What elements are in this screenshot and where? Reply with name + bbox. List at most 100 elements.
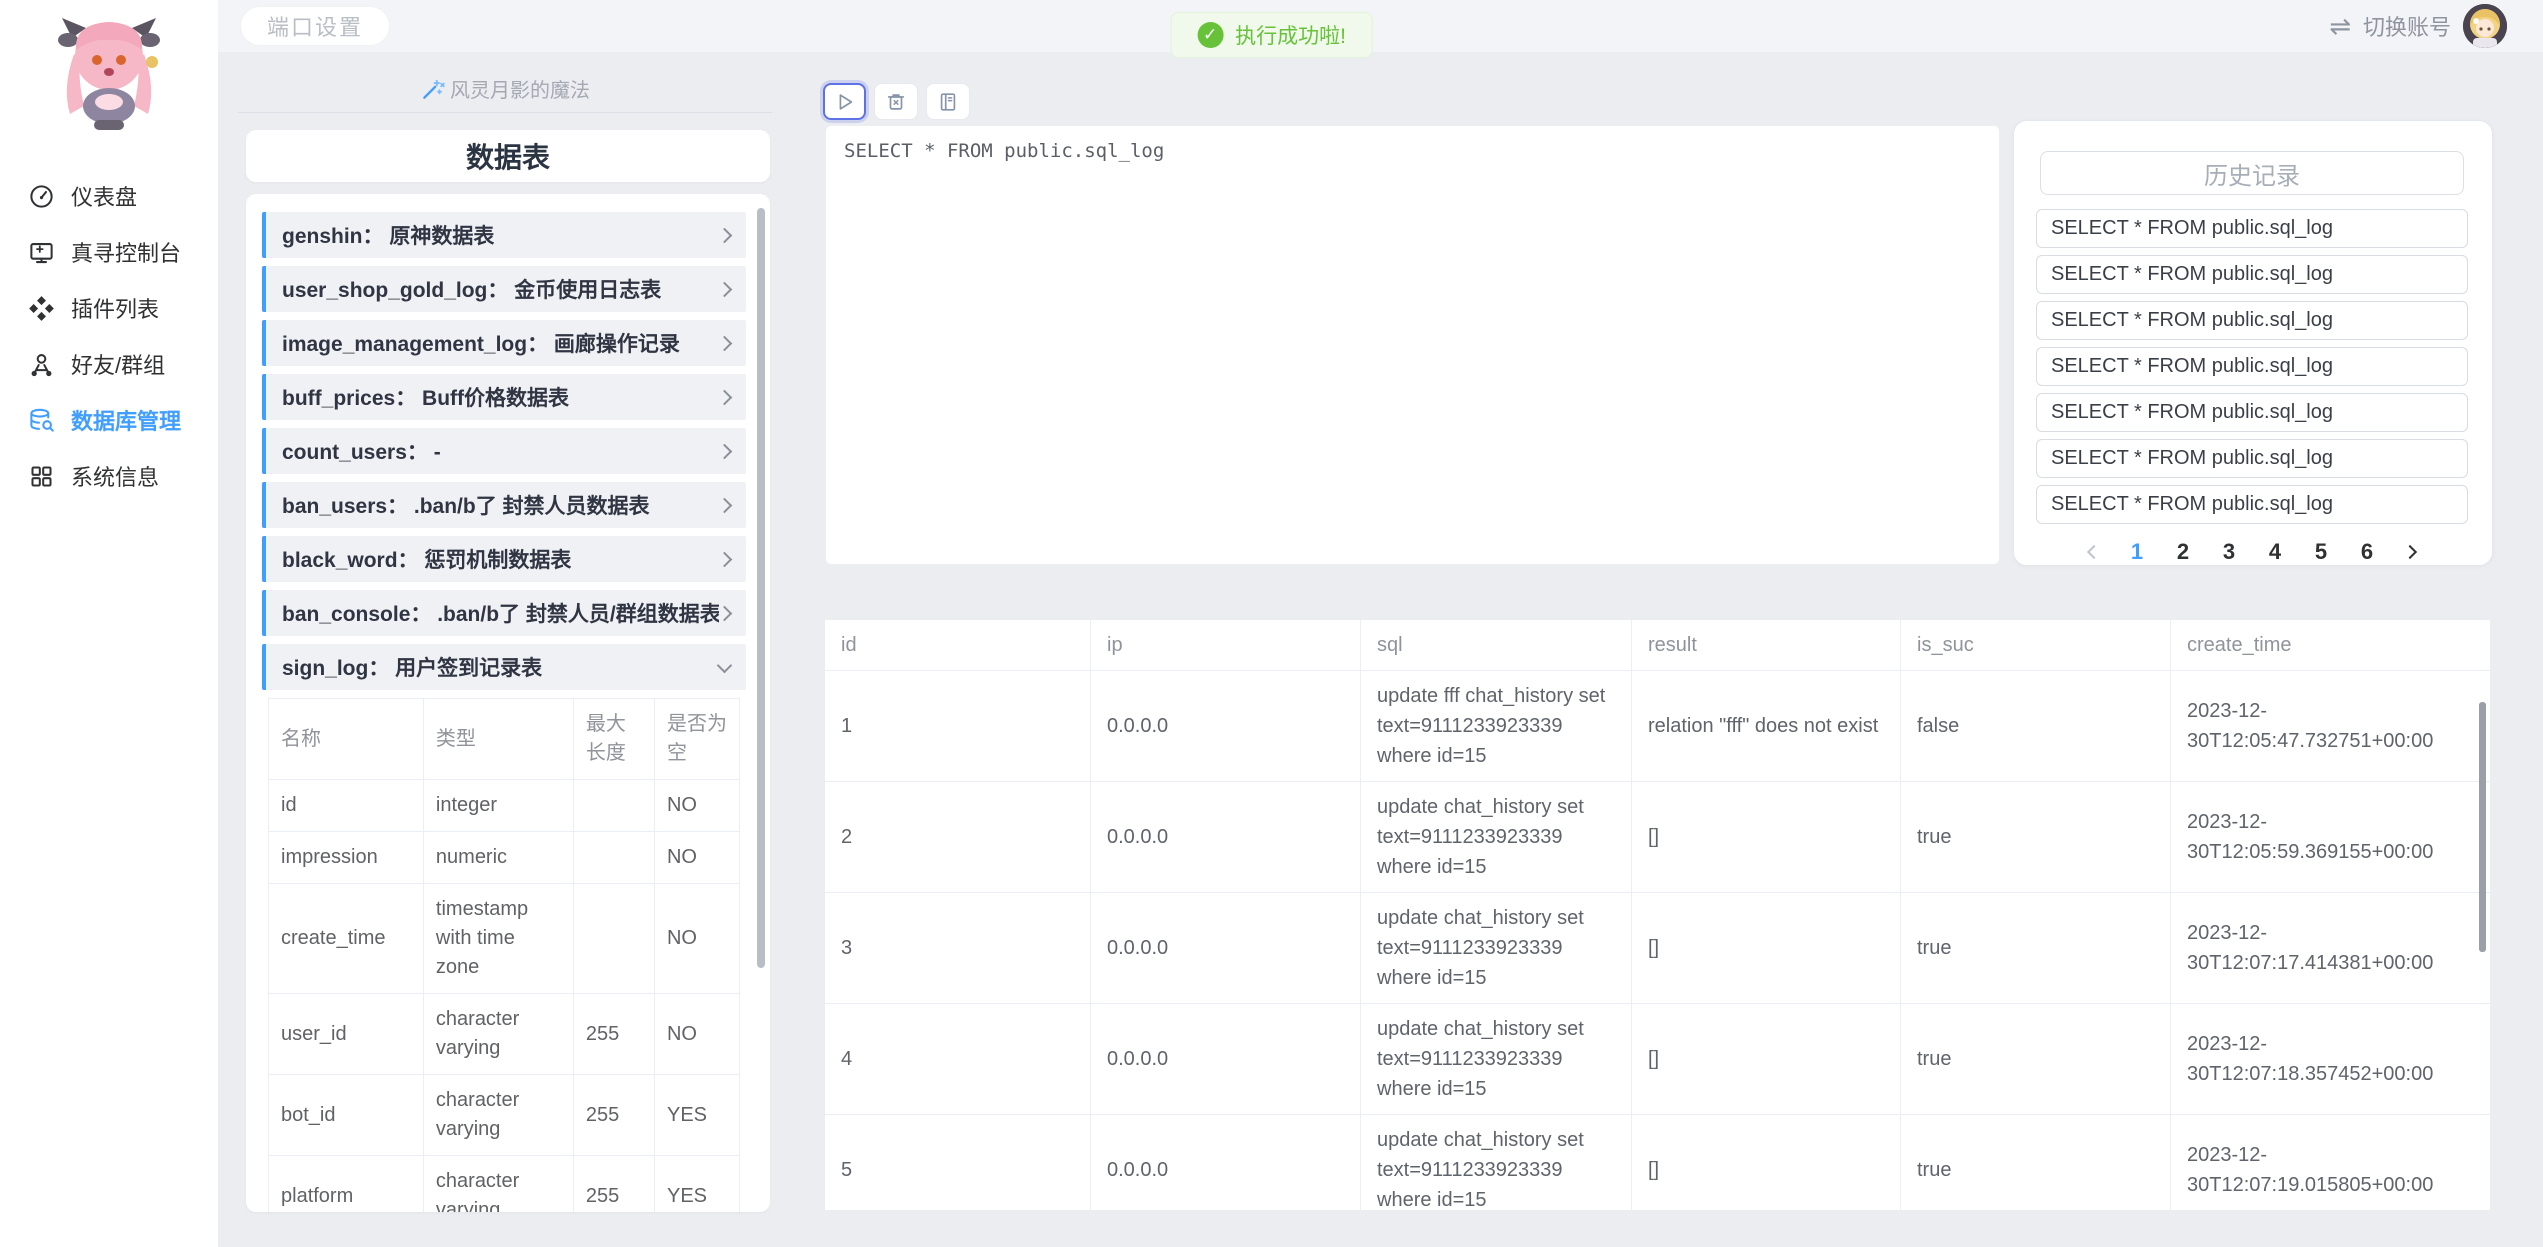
column-nullable: NO (655, 832, 741, 883)
results-header-createtime: create_time (2187, 634, 2292, 656)
results-scrollbar[interactable] (2479, 702, 2486, 952)
column-def-row: bot_id character varying 255 YES (268, 1075, 741, 1156)
pagination-next-icon[interactable] (2402, 544, 2418, 560)
success-check-icon: ✓ (1197, 22, 1224, 48)
table-list-item-expanded[interactable]: sign_log： 用户签到记录表 (262, 644, 746, 690)
table-item-label: buff_prices： Buff价格数据表 (282, 387, 570, 410)
history-item[interactable]: SELECT * FROM public.sql_log (2036, 209, 2468, 248)
column-def-row: user_id character varying 255 NO (268, 994, 741, 1075)
run-query-button[interactable] (823, 83, 866, 120)
table-list-item[interactable]: genshin： 原神数据表 (262, 212, 746, 258)
cell-id: 2 (825, 782, 1091, 892)
pagination-page-number[interactable]: 5 (2314, 539, 2328, 564)
table-list-item[interactable]: count_users： - (262, 428, 746, 474)
account-switcher[interactable]: ⇌ 切换账号 (2329, 0, 2507, 52)
column-def-row: impression numeric NO (268, 832, 741, 884)
cell-sql: update chat_history set text=91112339233… (1361, 1004, 1632, 1114)
dashboard-gauge-icon (28, 183, 55, 210)
history-list: SELECT * FROM public.sql_log SELECT * FRO… (2036, 209, 2468, 524)
pagination-page-number[interactable]: 2 (2176, 539, 2190, 564)
column-type: timestamp with time zone (424, 884, 574, 993)
results-header-issuc: is_suc (1901, 620, 2171, 670)
sidebar-item-dashboard[interactable]: 仪表盘 (0, 168, 218, 224)
pagination-page-number[interactable]: 4 (2268, 539, 2282, 564)
history-pagination: 1 2 3 4 5 6 (2036, 536, 2468, 568)
table-list-item[interactable]: ban_users： .ban/b了 封禁人员数据表 (262, 482, 746, 528)
history-item[interactable]: SELECT * FROM public.sql_log (2036, 255, 2468, 294)
pagination-page-number[interactable]: 6 (2360, 539, 2374, 564)
sidebar-item-plugins[interactable]: 插件列表 (0, 280, 218, 336)
column-nullable: NO (655, 884, 741, 993)
table-item-label: count_users： - (282, 441, 441, 464)
tables-list-scrollbar[interactable] (757, 208, 765, 968)
cell-ip: 0.0.0.0 (1091, 1115, 1361, 1210)
chevron-right-icon (716, 443, 733, 459)
col-header-type: 类型 (424, 699, 574, 779)
results-header-result: result (1632, 620, 1901, 670)
table-list-item[interactable]: ban_console： .ban/b了 封禁人员/群组数据表 (262, 590, 746, 636)
cell-sql: update chat_history set text=91112339233… (1361, 782, 1632, 892)
magic-subtitle: 风灵月影的魔法 (450, 80, 590, 102)
history-notebook-button[interactable] (926, 83, 970, 120)
column-nullable: YES (655, 1075, 741, 1155)
pagination-prev-icon[interactable] (2086, 544, 2102, 560)
magic-subtitle-row: 风灵月影的魔法 (238, 74, 772, 103)
results-header-row: id ip sql result is_suc create_time (825, 620, 2490, 671)
column-name: impression (268, 832, 424, 883)
cell-createtime: 2023-12-30T12:05:47.732751+00:00 (2187, 700, 2434, 752)
column-maxlen (574, 780, 655, 831)
col-header-maxlen: 最大长度 (574, 699, 655, 779)
history-item[interactable]: SELECT * FROM public.sql_log (2036, 393, 2468, 432)
cell-result: [] (1632, 893, 1901, 1003)
column-def-row: create_time timestamp with time zone NO (268, 884, 741, 994)
history-panel: 历史记录 SELECT * FROM public.sql_log SELECT … (2013, 120, 2493, 566)
cell-issuc: true (1901, 782, 2171, 892)
sidebar-item-console[interactable]: 真寻控制台 (0, 224, 218, 280)
sidebar-item-database[interactable]: 数据库管理 (0, 392, 218, 448)
table-list-item[interactable]: image_management_log： 画廊操作记录 (262, 320, 746, 366)
toast-message: 执行成功啦! (1235, 25, 1346, 48)
history-item[interactable]: SELECT * FROM public.sql_log (2036, 485, 2468, 524)
column-name: platform (268, 1156, 424, 1212)
bot-logo-avatar (34, 10, 184, 142)
chevron-right-icon (716, 281, 733, 297)
sidebar-item-system-info[interactable]: 系统信息 (0, 448, 218, 504)
column-type: character varying (424, 1075, 574, 1155)
table-list-item[interactable]: buff_prices： Buff价格数据表 (262, 374, 746, 420)
cell-id: 5 (825, 1115, 1091, 1210)
pagination-page-number[interactable]: 1 (2130, 539, 2144, 564)
history-item[interactable]: SELECT * FROM public.sql_log (2036, 347, 2468, 386)
cell-id: 1 (825, 671, 1091, 781)
table-list-item[interactable]: black_word： 惩罚机制数据表 (262, 536, 746, 582)
user-avatar[interactable] (2463, 4, 2507, 48)
sidebar-menu: 仪表盘 真寻控制台 插件列表 好友/群组 (0, 168, 218, 504)
sql-editor-text[interactable]: SELECT * FROM public.sql_log (844, 140, 1165, 162)
clear-query-button[interactable] (874, 83, 918, 120)
column-name: create_time (268, 884, 424, 993)
magic-wand-icon (420, 76, 446, 102)
chevron-right-icon (716, 551, 733, 567)
cell-result: [] (1632, 782, 1901, 892)
results-row: 3 0.0.0.0 update chat_history set text=9… (825, 893, 2490, 1004)
sql-editor[interactable]: SELECT * FROM public.sql_log (825, 125, 2000, 565)
tables-list-top: genshin： 原神数据表 user_shop_gold_log： 金币使用日… (262, 212, 746, 636)
chevron-right-icon (716, 497, 733, 513)
chevron-right-icon (716, 605, 733, 621)
column-nullable: NO (655, 994, 741, 1074)
chevron-right-icon (716, 389, 733, 405)
column-def-row: id integer NO (268, 780, 741, 832)
history-item[interactable]: SELECT * FROM public.sql_log (2036, 301, 2468, 340)
sidebar-item-label: 真寻控制台 (71, 241, 182, 266)
sidebar-item-friends-groups[interactable]: 好友/群组 (0, 336, 218, 392)
pagination-page-number[interactable]: 3 (2222, 539, 2236, 564)
table-item-label: black_word： 惩罚机制数据表 (282, 549, 572, 572)
port-settings-button[interactable]: 端口设置 (240, 6, 390, 46)
table-list-item[interactable]: user_shop_gold_log： 金币使用日志表 (262, 266, 746, 312)
history-item[interactable]: SELECT * FROM public.sql_log (2036, 439, 2468, 478)
grid-squares-icon (28, 463, 55, 490)
results-body: 1 0.0.0.0 update fff chat_history set te… (825, 671, 2490, 1210)
cell-id: 4 (825, 1004, 1091, 1114)
table-item-label: image_management_log： 画廊操作记录 (282, 333, 680, 356)
cell-createtime: 2023-12-30T12:07:18.357452+00:00 (2187, 1033, 2434, 1085)
